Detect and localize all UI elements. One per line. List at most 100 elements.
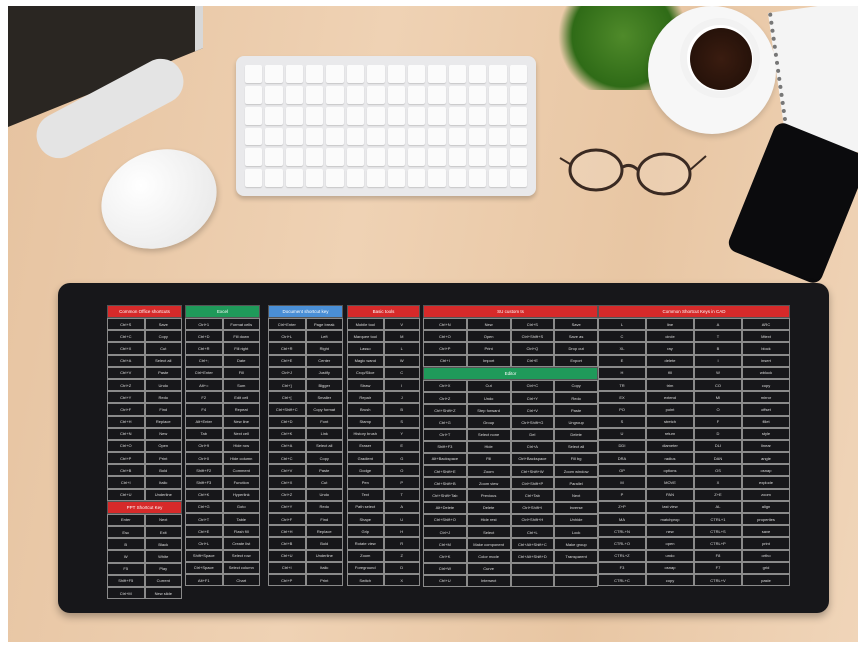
key [428, 148, 446, 167]
shortcut-cell: CTRL+P [694, 537, 742, 550]
key [448, 85, 466, 104]
shortcut-cell: Ctrl+Shift+W [510, 465, 555, 478]
key [285, 169, 304, 187]
key [448, 106, 466, 125]
shortcut-row: Ctrl+E Center [268, 354, 343, 367]
shortcut-row: Shift+F3 Function [185, 476, 260, 489]
shortcut-cell: Import [466, 354, 511, 367]
shortcut-cell: Print [466, 342, 511, 355]
shortcut-cell: Zoom [347, 549, 384, 562]
shortcut-cell: Find [305, 513, 343, 526]
key [367, 148, 385, 167]
shortcut-cell: Ctrl+Y [107, 391, 145, 404]
shortcut-cell: Color mode [466, 550, 511, 563]
shortcut-cell: Hide [466, 440, 511, 453]
key [509, 148, 527, 167]
shortcut-cell: Ctrl+K [185, 488, 223, 501]
key [468, 65, 487, 83]
shortcut-cell: Ctrl+Shift+C [268, 403, 306, 416]
shortcut-cell: Ctrl+D [185, 330, 223, 343]
shortcut-row: CTRL+C copy CTRL+V paste [598, 573, 790, 587]
shortcut-cell: Cut [144, 342, 182, 355]
key [367, 127, 385, 146]
shortcut-cell: PAN [646, 488, 694, 501]
shortcut-cell: Ctrl+Space [185, 561, 223, 574]
shortcut-cell: Zoom view [466, 477, 511, 490]
shortcut-row: Ctrl+1 Format cells [185, 318, 260, 331]
shortcut-cell: B [383, 403, 420, 416]
shortcut-row: Shift+F3 Hide Ctrl+A Select all [423, 440, 598, 453]
key [306, 169, 324, 187]
shortcut-cell: Redo [305, 500, 343, 513]
shortcut-row: Text T [347, 488, 420, 501]
shortcut-cell: CTRL+C [598, 573, 646, 587]
shortcut-cell: Ctrl+0 [185, 452, 223, 465]
shortcut-cell: Make group [554, 538, 598, 551]
shortcut-cell: offset [742, 403, 790, 416]
shortcut-row: Ctrl+; Date [185, 354, 260, 367]
key [387, 148, 405, 167]
coffee [690, 28, 752, 90]
shortcut-cell: Current [144, 574, 182, 587]
shortcut-cell: Copy [554, 379, 598, 392]
key [489, 127, 507, 146]
shortcut-cell: L [598, 318, 646, 331]
shortcut-cell: Ctrl+Y [510, 391, 555, 405]
shortcut-row: F5 Play [107, 562, 182, 575]
shortcut-cell: W [107, 550, 145, 563]
shortcut-cell: Ctrl+Shift+I [510, 501, 555, 514]
key [489, 106, 507, 125]
shortcut-cell: last view [646, 500, 694, 513]
shortcut-row: DRA radius DAN angle [598, 452, 790, 465]
shortcut-cell: options [646, 464, 694, 477]
shortcut-row: Grip H [347, 525, 420, 538]
key [428, 85, 446, 104]
shortcut-row: Alt+Enter New line [185, 415, 260, 428]
key [326, 169, 344, 187]
key [509, 106, 527, 125]
shortcut-row: Ctrl+Shift+Z Step forward Ctrl+V Paste [423, 404, 598, 417]
shortcut-row: Shift+Space Select row [185, 549, 260, 562]
shortcut-row: Ctrl+H Replace [268, 525, 343, 538]
shortcut-cell: Ctrl+E [185, 525, 223, 538]
key [346, 148, 365, 167]
shortcut-cell: Ctrl+X [107, 342, 145, 355]
key [326, 148, 344, 167]
section-header: Common Office shortcuts [107, 305, 182, 318]
shortcut-cell: H [598, 366, 646, 379]
shortcut-row: DDI diameter DLI linear [598, 439, 790, 453]
shortcut-cell: Ctrl+A [510, 440, 555, 453]
key [265, 148, 283, 167]
shortcut-cell: radius [646, 452, 694, 465]
shortcut-cell: Underline [144, 488, 182, 501]
shortcut-row: CTRL+N new CTRL+S save [598, 525, 790, 538]
shortcut-cell: Smaller [305, 391, 343, 404]
key [245, 65, 263, 83]
shortcut-cell: Ctrl+Tab [510, 489, 555, 502]
shortcut-cell: Del [510, 428, 555, 441]
shortcut-cell: W [694, 366, 742, 379]
shortcut-row: Ctrl+X Cut [268, 476, 343, 489]
shortcut-cell: A [383, 500, 420, 513]
shortcut-cell: save [742, 525, 790, 538]
shortcut-cell: Ctrl+V [107, 366, 145, 379]
shortcut-cell: Ctrl+Z [107, 378, 145, 392]
shortcut-cell: Table [222, 513, 260, 526]
shortcut-cell: Save [144, 318, 182, 331]
shortcut-row: MA matchprop CTRL+1 properties [598, 513, 790, 526]
shortcut-cell: MI [694, 391, 742, 404]
shortcut-cell: Enter [107, 513, 145, 526]
shortcut-row: Ctrl+D Fill down [185, 330, 260, 343]
shortcut-cell: Hide column [222, 452, 260, 465]
shortcut-cell: Bigger [305, 378, 343, 392]
key [489, 65, 507, 83]
key [285, 85, 304, 104]
shortcut-cell: Ctrl+A [107, 354, 145, 367]
shortcut-cell: return [646, 427, 694, 440]
shortcut-row: Ctrl+Y Redo [268, 500, 343, 513]
shortcut-cell: Ctrl+Shift+H [510, 513, 555, 526]
